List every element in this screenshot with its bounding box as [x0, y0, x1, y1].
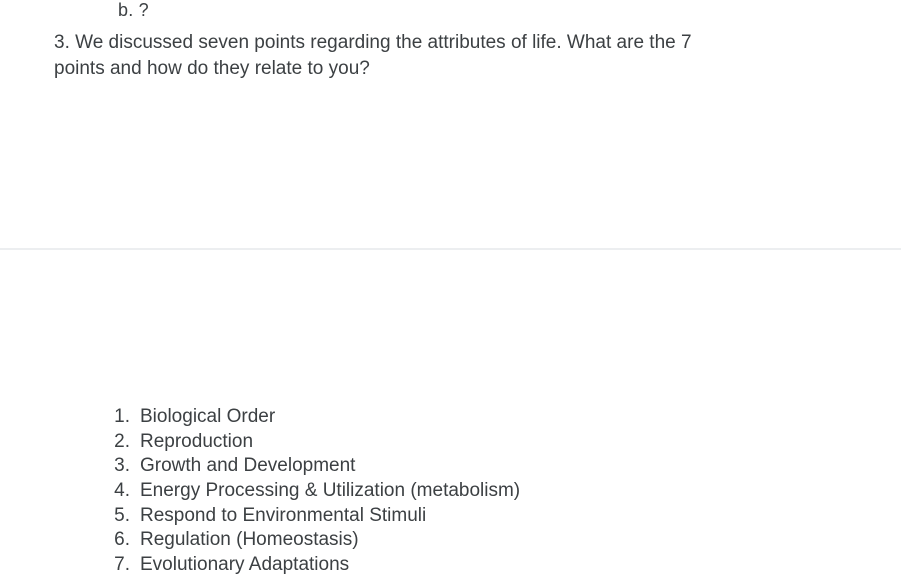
list-item: 6. Regulation (Homeostasis) [102, 528, 520, 553]
list-text: Regulation (Homeostasis) [140, 528, 359, 553]
fragment-prev-item: b. ? [118, 0, 149, 21]
question-line-1: 3. We discussed seven points regarding t… [54, 32, 692, 53]
list-number: 1. [102, 405, 140, 430]
document-page: b. ? 3. We discussed seven points regard… [0, 0, 901, 576]
list-text: Energy Processing & Utilization (metabol… [140, 479, 520, 504]
list-text: Respond to Environmental Stimuli [140, 504, 426, 529]
list-item: 7. Evolutionary Adaptations [102, 553, 520, 576]
list-number: 4. [102, 479, 140, 504]
list-text: Reproduction [140, 430, 253, 455]
list-item: 4. Energy Processing & Utilization (meta… [102, 479, 520, 504]
list-number: 3. [102, 454, 140, 479]
section-divider [0, 248, 901, 250]
question-block: 3. We discussed seven points regarding t… [54, 30, 814, 81]
question-line-2: points and how do they relate to you? [54, 58, 370, 79]
list-number: 2. [102, 430, 140, 455]
list-number: 5. [102, 504, 140, 529]
list-number: 6. [102, 528, 140, 553]
list-text: Evolutionary Adaptations [140, 553, 349, 576]
list-text: Growth and Development [140, 454, 355, 479]
list-item: 1. Biological Order [102, 405, 520, 430]
list-item: 3. Growth and Development [102, 454, 520, 479]
list-number: 7. [102, 553, 140, 576]
answer-list: 1. Biological Order 2. Reproduction 3. G… [102, 405, 520, 576]
list-item: 5. Respond to Environmental Stimuli [102, 504, 520, 529]
list-item: 2. Reproduction [102, 430, 520, 455]
list-text: Biological Order [140, 405, 275, 430]
